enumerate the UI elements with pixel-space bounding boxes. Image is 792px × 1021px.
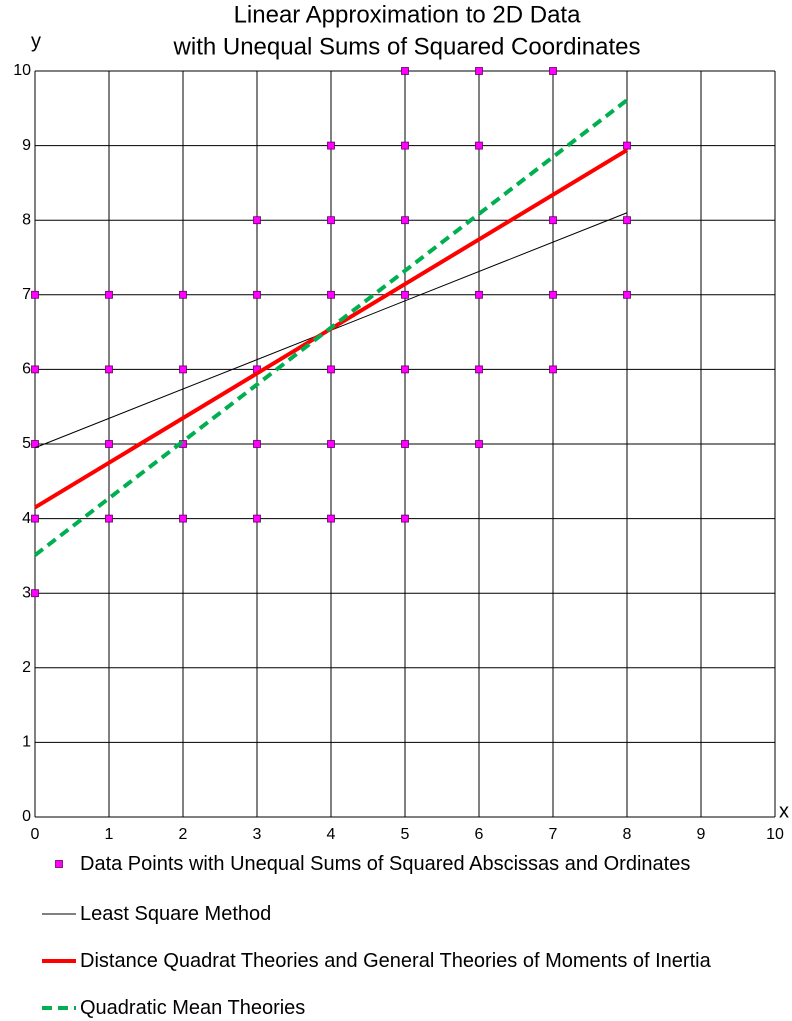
legend-label: Least Square Method	[80, 903, 272, 925]
legend-marker	[55, 860, 63, 868]
data-point	[31, 514, 39, 523]
x-tick-label: 3	[253, 826, 262, 843]
data-point	[327, 141, 335, 150]
y-tick-label: 3	[22, 584, 31, 601]
line	[33, 98, 629, 557]
x-tick-label: 9	[697, 826, 706, 843]
x-tick-label: 6	[475, 826, 484, 843]
x-tick-label: 2	[179, 826, 188, 843]
data-point	[105, 290, 113, 299]
data-point	[475, 365, 483, 374]
data-point	[31, 365, 39, 374]
data-point	[401, 440, 409, 448]
data-point	[105, 440, 113, 448]
y-axis-label: y	[31, 30, 41, 52]
data-point	[105, 365, 113, 374]
data-point	[179, 365, 187, 374]
data-point	[401, 67, 409, 75]
legend-symbol	[55, 860, 63, 868]
chart-title: with Unequal Sums of Squared Coordinates	[173, 33, 641, 60]
data-point	[179, 290, 187, 299]
data-point	[623, 216, 631, 225]
chart-title: Linear Approximation to 2D Data	[234, 1, 582, 28]
data-point	[475, 440, 483, 448]
data-point	[327, 514, 335, 523]
x-tick-label: 4	[327, 826, 336, 843]
legend-item: Quadratic Mean Theories	[40, 997, 740, 1019]
x-tick-label: 1	[105, 826, 114, 843]
data-point	[401, 514, 409, 523]
x-tick-label: 8	[623, 826, 632, 843]
legend-label: Data Points with Unequal Sums of Squared…	[80, 853, 691, 875]
y-tick-label: 1	[22, 734, 31, 751]
data-point	[31, 290, 39, 299]
legend-symbol	[42, 1006, 76, 1010]
y-tick-label: 0	[22, 808, 31, 825]
data-point	[253, 290, 261, 299]
data-point	[623, 290, 631, 299]
y-tick-label: 7	[22, 286, 31, 303]
data-point	[475, 290, 483, 299]
data-point	[105, 514, 113, 523]
y-tick-label: 9	[22, 137, 31, 154]
y-tick-label: 8	[22, 211, 31, 228]
data-point	[327, 440, 335, 448]
legend-item: Least Square Method	[40, 903, 740, 925]
data-point	[623, 141, 631, 150]
data-point	[401, 290, 409, 299]
chart: Linear Approximation to 2D Data with Une…	[13, 1, 789, 843]
legend-item: Data Points with Unequal Sums of Squared…	[40, 853, 740, 875]
y-tick-label: 4	[22, 510, 31, 527]
x-tick-label: 0	[31, 826, 40, 843]
y-tick-label: 5	[22, 435, 31, 452]
data-point	[179, 514, 187, 523]
data-point	[401, 216, 409, 225]
x-tick-label: 5	[401, 826, 410, 843]
data-point	[549, 216, 557, 225]
data-point	[549, 290, 557, 299]
data-point	[253, 514, 261, 523]
legend-label: Distance Quadrat Theories and General Th…	[80, 950, 711, 972]
x-tick-label: 10	[766, 826, 784, 843]
legend-symbol	[42, 959, 76, 963]
data-point	[253, 440, 261, 448]
data-point	[327, 290, 335, 299]
data-point	[253, 216, 261, 225]
data-point	[549, 365, 557, 374]
y-tick-label: 6	[22, 361, 31, 378]
legend-item: Distance Quadrat Theories and General Th…	[40, 950, 740, 972]
data-point	[327, 216, 335, 225]
legend-label: Quadratic Mean Theories	[80, 997, 306, 1019]
data-point	[475, 67, 483, 75]
y-tick-label: 2	[22, 659, 31, 676]
data-point	[401, 141, 409, 150]
data-point	[475, 141, 483, 150]
y-tick-label: 10	[13, 62, 31, 79]
data-point	[401, 365, 409, 374]
data-point	[549, 67, 557, 75]
data-point	[327, 365, 335, 374]
legend-symbol	[42, 913, 76, 915]
x-axis-label: x	[779, 800, 789, 822]
data-point	[31, 589, 39, 598]
x-tick-label: 7	[549, 826, 558, 843]
